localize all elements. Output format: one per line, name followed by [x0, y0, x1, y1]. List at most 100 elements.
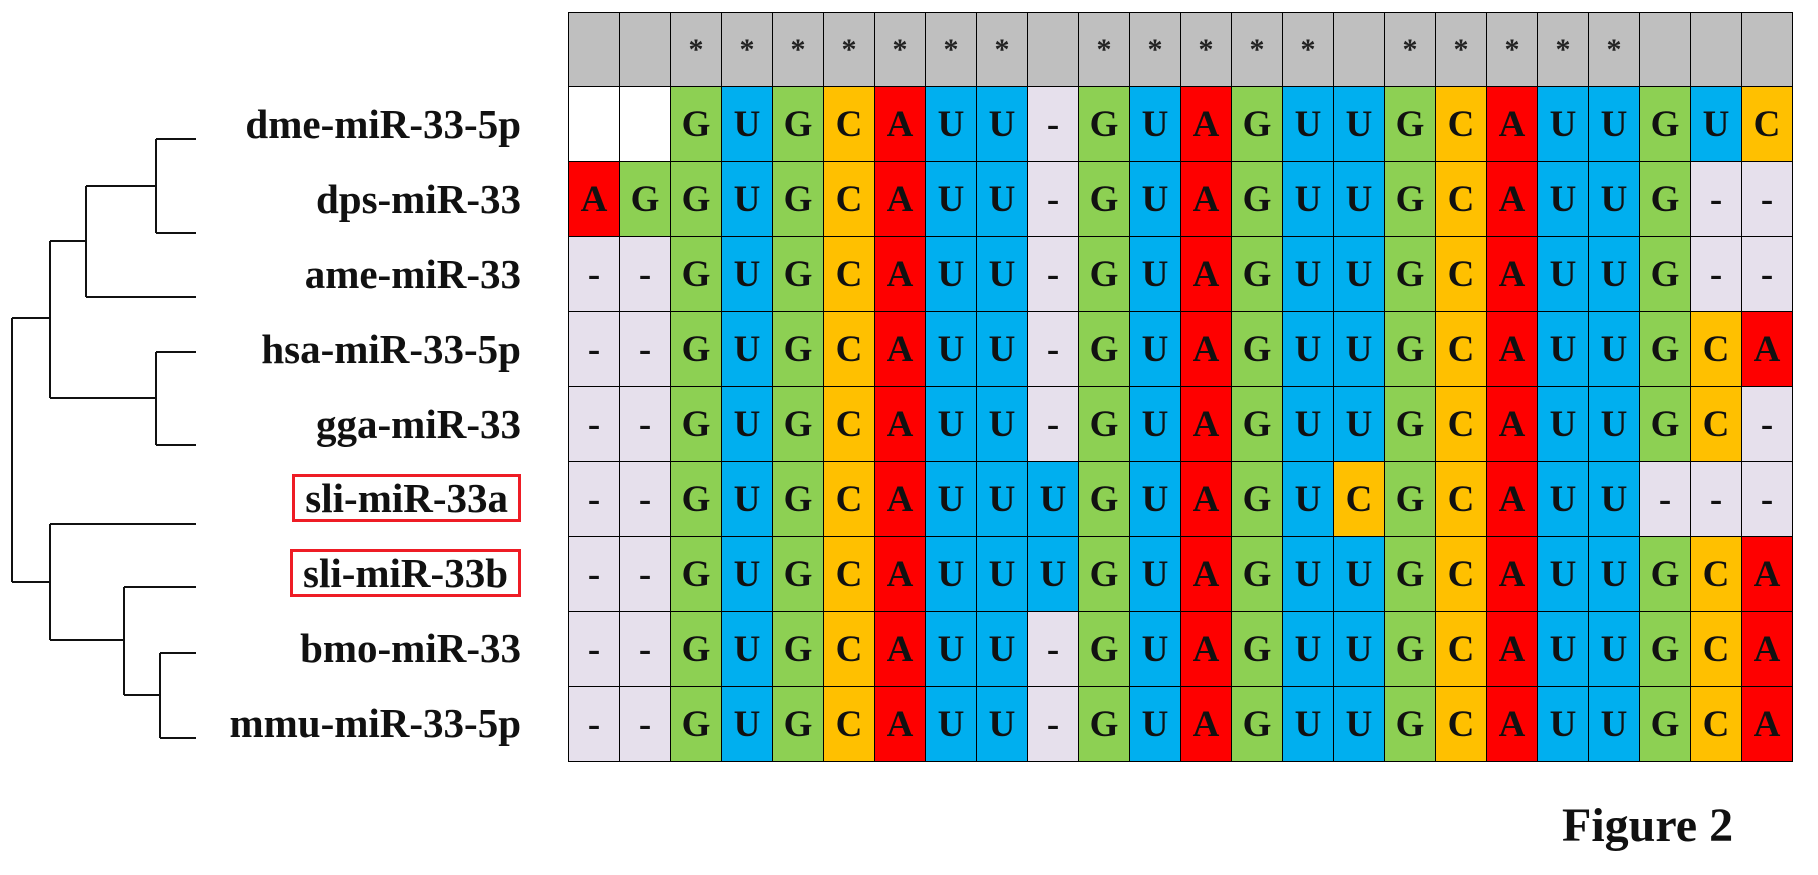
- nucleotide-cell: -: [619, 536, 671, 612]
- nucleotide-cell: U: [925, 686, 977, 762]
- nucleotide-cell: G: [670, 86, 722, 162]
- nucleotide-cell: G: [670, 386, 722, 462]
- nucleotide-cell: C: [1690, 311, 1742, 387]
- nucleotide-cell: C: [1435, 311, 1487, 387]
- nucleotide-cell: U: [1537, 536, 1589, 612]
- nucleotide-cell: U: [1537, 386, 1589, 462]
- highlighted-sequence-label: sli-miR-33b: [290, 549, 521, 598]
- nucleotide-cell: U: [925, 161, 977, 237]
- nucleotide-cell: U: [1282, 236, 1334, 312]
- highlighted-sequence-label: sli-miR-33a: [292, 474, 521, 523]
- nucleotide-cell: U: [925, 311, 977, 387]
- nucleotide-cell: U: [976, 86, 1028, 162]
- nucleotide-cell: -: [1027, 236, 1079, 312]
- nucleotide-cell: C: [823, 686, 875, 762]
- nucleotide-cell: G: [1231, 686, 1283, 762]
- nucleotide-cell: U: [1027, 461, 1079, 537]
- sequence-label: mmu-miR-33-5p: [229, 699, 521, 746]
- nucleotide-cell: A: [874, 536, 926, 612]
- nucleotide-cell: C: [1690, 686, 1742, 762]
- nucleotide-cell: U: [925, 236, 977, 312]
- sequence-label: hsa-miR-33-5p: [261, 325, 521, 372]
- nucleotide-cell: A: [1180, 386, 1232, 462]
- nucleotide-cell: U: [1537, 236, 1589, 312]
- nucleotide-cell: G: [1078, 386, 1130, 462]
- nucleotide-cell: -: [619, 461, 671, 537]
- nucleotide-cell: G: [1231, 536, 1283, 612]
- nucleotide-cell: U: [976, 161, 1028, 237]
- nucleotide-cell: U: [721, 461, 773, 537]
- nucleotide-cell: U: [1129, 311, 1181, 387]
- nucleotide-cell: G: [670, 161, 722, 237]
- nucleotide-cell: U: [976, 461, 1028, 537]
- nucleotide-cell: A: [1741, 536, 1793, 612]
- conservation-cell: *: [1078, 12, 1130, 87]
- nucleotide-cell: C: [823, 536, 875, 612]
- nucleotide-cell: A: [1486, 536, 1538, 612]
- nucleotide-cell: A: [1486, 611, 1538, 687]
- nucleotide-cell: G: [1078, 686, 1130, 762]
- nucleotide-cell: G: [1384, 161, 1436, 237]
- nucleotide-cell: G: [1078, 536, 1130, 612]
- nucleotide-cell: U: [1333, 611, 1385, 687]
- nucleotide-cell: A: [1486, 161, 1538, 237]
- sequence-label: dps-miR-33: [315, 176, 521, 223]
- nucleotide-cell: U: [976, 611, 1028, 687]
- nucleotide-cell: G: [1078, 86, 1130, 162]
- nucleotide-cell: U: [1537, 86, 1589, 162]
- nucleotide-cell: U: [1588, 461, 1640, 537]
- nucleotide-cell: C: [823, 161, 875, 237]
- conservation-cell: *: [772, 12, 824, 87]
- sequence-label: gga-miR-33: [316, 400, 521, 447]
- conservation-cell: *: [823, 12, 875, 87]
- nucleotide-cell: G: [1384, 86, 1436, 162]
- nucleotide-cell: -: [1027, 161, 1079, 237]
- nucleotide-cell: -: [1690, 161, 1742, 237]
- nucleotide-cell: -: [1027, 686, 1079, 762]
- nucleotide-cell: C: [1690, 386, 1742, 462]
- nucleotide-cell: U: [721, 236, 773, 312]
- nucleotide-cell: -: [568, 686, 620, 762]
- nucleotide-cell: G: [772, 461, 824, 537]
- conservation-cell: [1690, 12, 1742, 87]
- nucleotide-cell: -: [1741, 161, 1793, 237]
- nucleotide-cell: [568, 86, 620, 162]
- nucleotide-cell: U: [1588, 161, 1640, 237]
- nucleotide-cell: U: [1333, 86, 1385, 162]
- conservation-cell: *: [1129, 12, 1181, 87]
- nucleotide-cell: A: [1741, 686, 1793, 762]
- conservation-cell: *: [670, 12, 722, 87]
- nucleotide-cell: G: [1078, 611, 1130, 687]
- nucleotide-cell: A: [874, 86, 926, 162]
- nucleotide-cell: A: [1180, 536, 1232, 612]
- conservation-cell: *: [1435, 12, 1487, 87]
- sequence-label: dme-miR-33-5p: [245, 101, 521, 148]
- nucleotide-cell: U: [1282, 686, 1334, 762]
- nucleotide-cell: U: [1588, 536, 1640, 612]
- nucleotide-cell: U: [1129, 686, 1181, 762]
- nucleotide-cell: C: [823, 236, 875, 312]
- nucleotide-cell: A: [1180, 236, 1232, 312]
- nucleotide-cell: G: [1639, 611, 1691, 687]
- nucleotide-cell: U: [925, 611, 977, 687]
- nucleotide-cell: U: [1129, 611, 1181, 687]
- sequence-label: bmo-miR-33: [300, 625, 521, 671]
- alignment-grid: * * * * * * * * * * * * * * * * * G U G C A U U - G U A G U U G C A U U G U C A…: [568, 12, 1793, 762]
- nucleotide-cell: U: [1537, 461, 1589, 537]
- nucleotide-cell: G: [1639, 686, 1691, 762]
- nucleotide-cell: U: [721, 686, 773, 762]
- nucleotide-cell: U: [1333, 536, 1385, 612]
- nucleotide-cell: C: [1435, 161, 1487, 237]
- nucleotide-cell: G: [1384, 386, 1436, 462]
- nucleotide-cell: G: [1231, 236, 1283, 312]
- nucleotide-cell: C: [1435, 611, 1487, 687]
- nucleotide-cell: U: [925, 86, 977, 162]
- nucleotide-cell: -: [1027, 611, 1079, 687]
- conservation-cell: [1333, 12, 1385, 87]
